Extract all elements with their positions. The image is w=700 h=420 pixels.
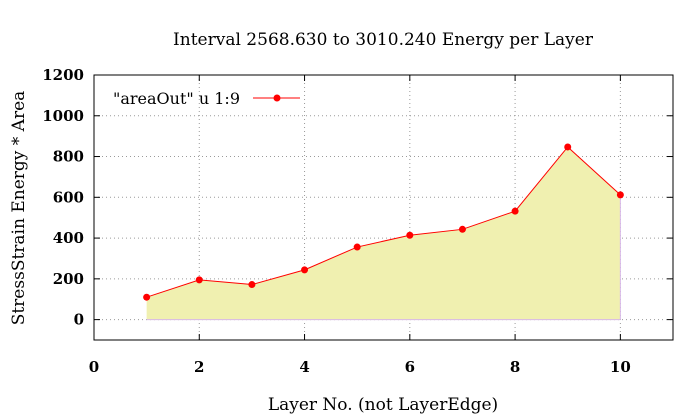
x-tick-label: 0 — [89, 358, 99, 376]
x-tick-label: 4 — [299, 358, 309, 376]
x-tick-label: 2 — [194, 358, 204, 376]
y-tick-label: 1200 — [42, 66, 84, 84]
series-points — [143, 143, 624, 301]
y-tick-label: 0 — [74, 311, 84, 329]
data-point — [406, 231, 414, 239]
legend: "areaOut" u 1:9 — [113, 89, 300, 108]
axis-ticks: 0 200 400 600 800 1000 1200 0 2 4 6 8 10 — [42, 66, 673, 376]
y-tick-label: 600 — [53, 188, 84, 206]
x-axis-title: Layer No. (not LayerEdge) — [268, 395, 498, 415]
data-point — [616, 191, 624, 199]
y-tick-label: 200 — [53, 270, 84, 288]
series-line — [146, 146, 621, 298]
y-axis-title: StressStrain Energy * Area — [9, 91, 29, 326]
area-fill — [146, 146, 621, 321]
plot-frame — [93, 74, 674, 341]
data-point — [458, 225, 466, 233]
y-tick-label: 800 — [53, 148, 84, 166]
chart-title: Interval 2568.630 to 3010.240 Energy per… — [173, 30, 594, 50]
x-tick-label: 6 — [405, 358, 415, 376]
data-point — [564, 143, 572, 151]
data-point — [248, 281, 256, 289]
y-tick-label: 1000 — [42, 107, 84, 125]
data-point — [301, 266, 309, 274]
x-tick-label: 8 — [510, 358, 520, 376]
x-tick-label: 10 — [610, 358, 631, 376]
legend-marker — [273, 94, 281, 102]
data-point — [195, 276, 203, 284]
legend-label: "areaOut" u 1:9 — [113, 89, 240, 108]
area-fill-shape — [146, 146, 621, 320]
data-point — [143, 293, 151, 301]
y-tick-label: 400 — [53, 229, 84, 247]
data-point — [353, 243, 361, 251]
data-point — [511, 207, 519, 215]
series-line-layer — [146, 146, 621, 298]
